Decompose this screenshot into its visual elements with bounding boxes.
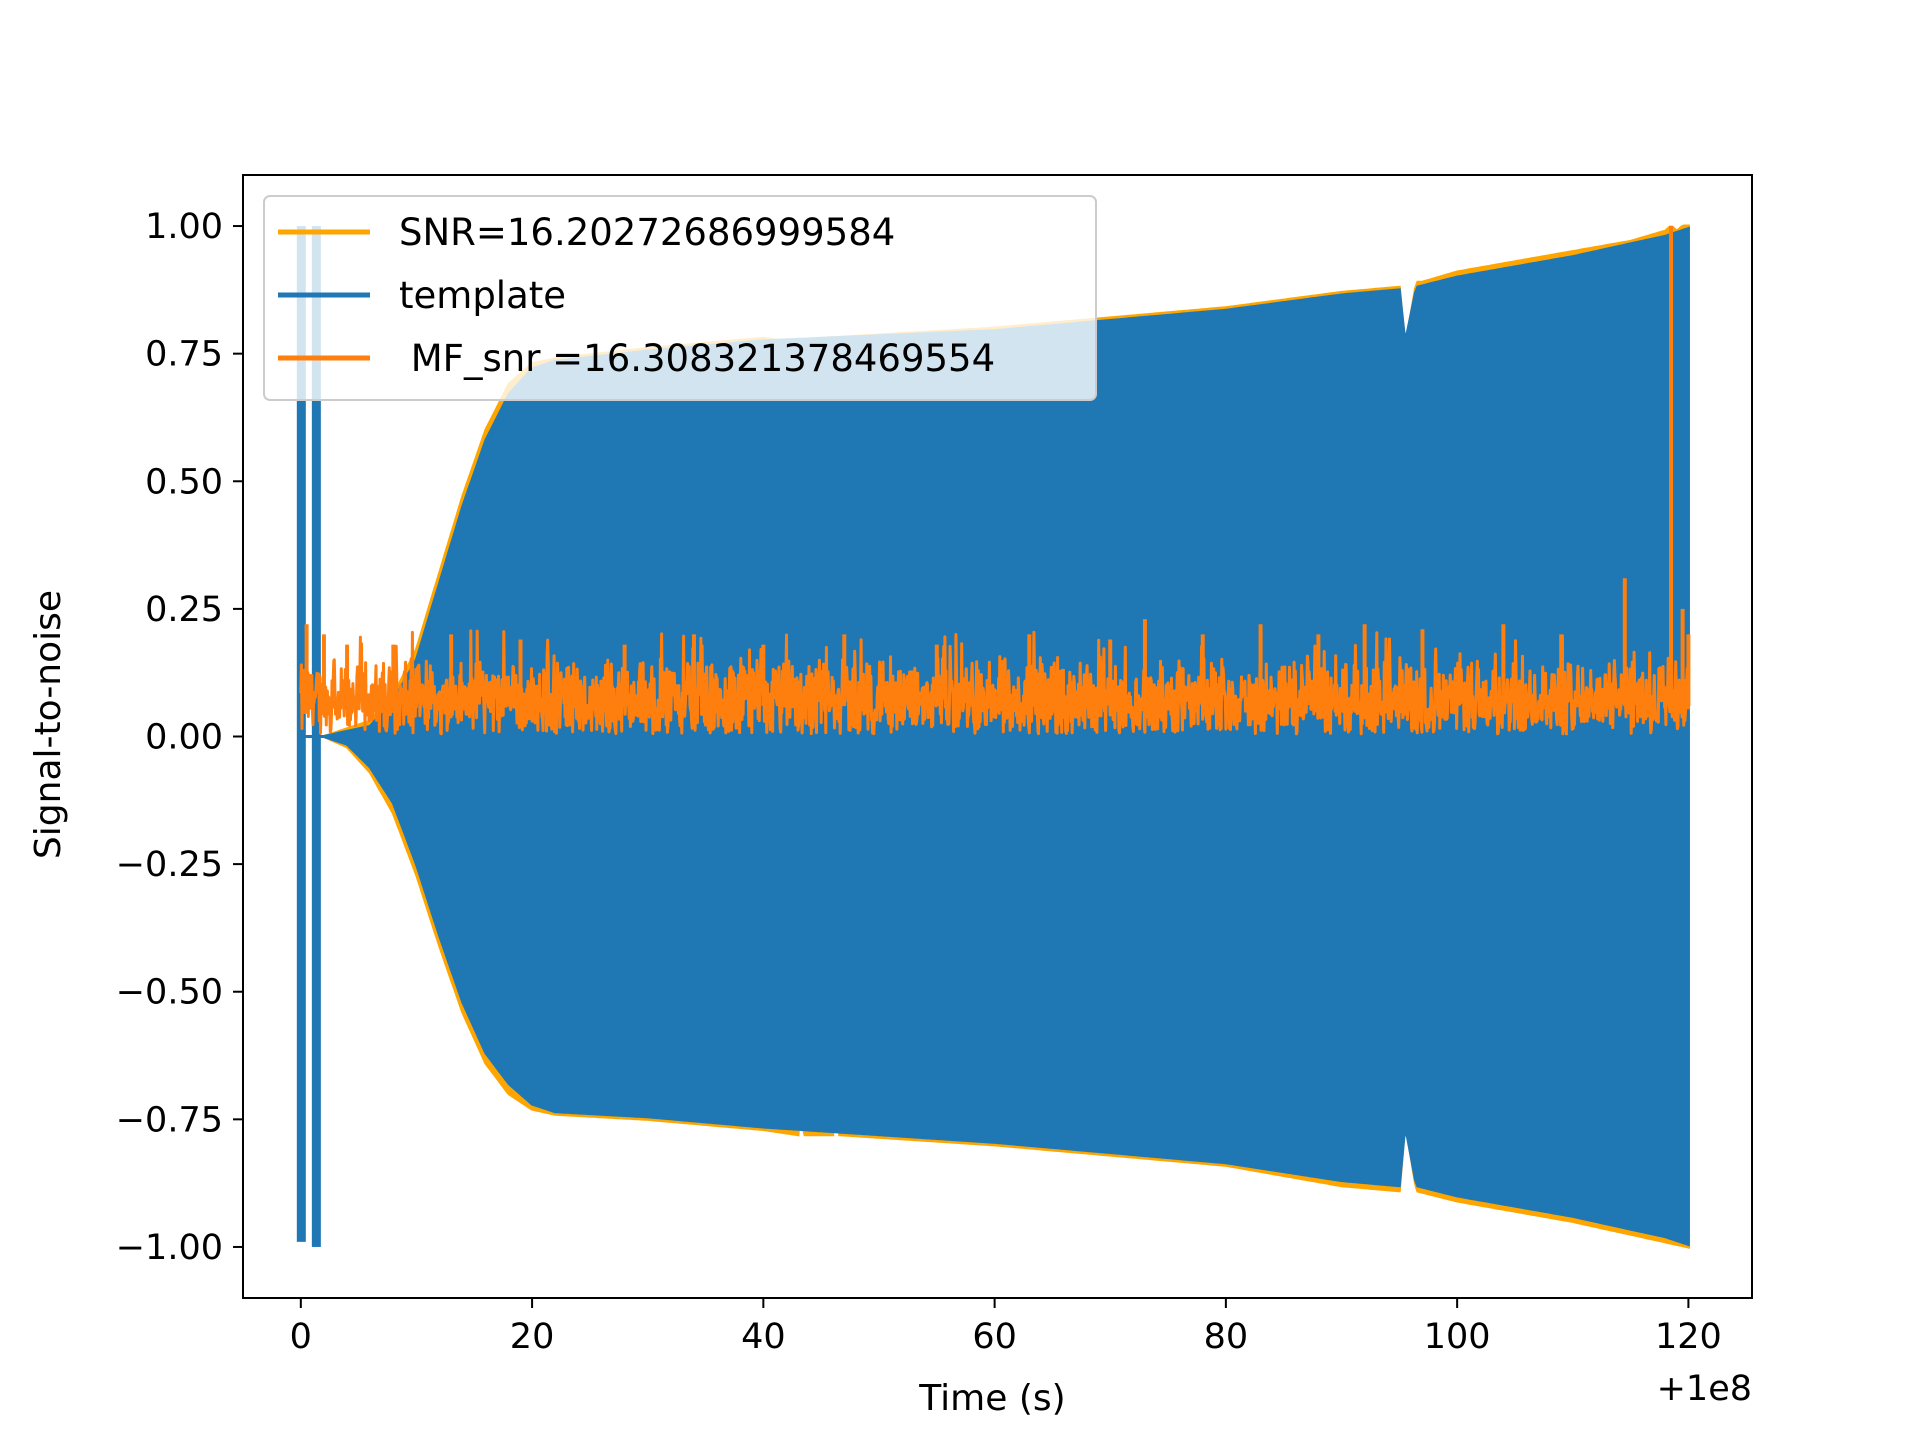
template-spike bbox=[311, 226, 321, 1247]
y-tick-label: 0.00 bbox=[145, 718, 223, 758]
legend: SNR=16.20272686999584 template MF_snr =16… bbox=[263, 195, 1097, 401]
x-tick-label: 60 bbox=[972, 1317, 1017, 1357]
x-axis: 0 20 40 60 80 100 120 bbox=[290, 1298, 1722, 1357]
y-tick-label: 0.75 bbox=[145, 335, 223, 375]
legend-label: MF_snr =16.308321378469554 bbox=[399, 337, 995, 380]
y-tick-label: 1.00 bbox=[145, 207, 223, 247]
y-tick-label: −0.50 bbox=[116, 973, 223, 1013]
x-tick-label: 20 bbox=[510, 1317, 555, 1357]
y-axis: 1.00 0.75 0.50 0.25 0.00 −0.25 −0.50 −0.75 −1.00 bbox=[116, 207, 243, 1268]
x-tick-label: 0 bbox=[290, 1317, 312, 1357]
y-axis-label: Signal-to-noise bbox=[28, 590, 69, 859]
y-tick-label: −0.25 bbox=[116, 845, 223, 885]
legend-box bbox=[263, 195, 1097, 401]
template-spike bbox=[296, 226, 306, 1242]
y-tick-label: 0.25 bbox=[145, 590, 223, 630]
y-tick-label: −0.75 bbox=[116, 1100, 223, 1140]
x-tick-label: 40 bbox=[741, 1317, 786, 1357]
x-tick-label: 100 bbox=[1424, 1317, 1491, 1357]
series-mf-snr bbox=[299, 629, 1690, 736]
x-axis-offset-label: +1e8 bbox=[1657, 1369, 1752, 1409]
x-axis-label: Time (s) bbox=[918, 1378, 1065, 1419]
legend-label: SNR=16.20272686999584 bbox=[399, 211, 895, 254]
x-tick-label: 120 bbox=[1655, 1317, 1722, 1357]
legend-label: template bbox=[399, 274, 566, 317]
y-tick-label: 0.50 bbox=[145, 462, 223, 502]
plot-area bbox=[296, 224, 1691, 1249]
x-tick-label: 80 bbox=[1204, 1317, 1249, 1357]
y-tick-label: −1.00 bbox=[116, 1228, 223, 1268]
